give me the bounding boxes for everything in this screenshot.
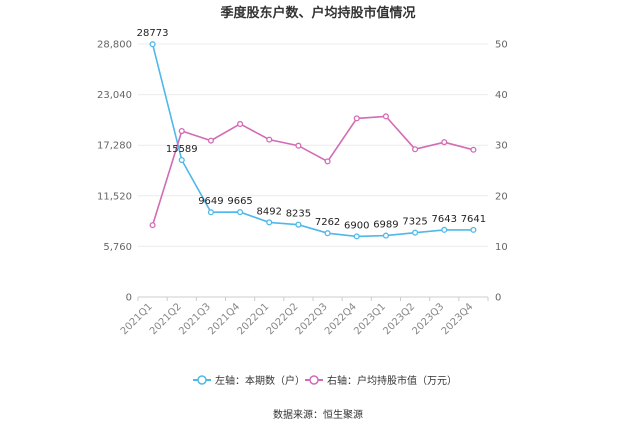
left-tick-label: 28,800 <box>97 40 132 51</box>
data-point[interactable] <box>441 139 448 146</box>
data-point[interactable] <box>149 41 156 48</box>
right-tick-label: 20 <box>495 191 508 202</box>
data-point[interactable] <box>178 157 185 164</box>
data-label: 9665 <box>227 196 252 207</box>
data-point[interactable] <box>353 233 360 240</box>
right-tick-label: 0 <box>495 293 501 304</box>
data-point[interactable] <box>295 142 302 149</box>
legend-marker-left <box>197 375 207 385</box>
data-point[interactable] <box>382 232 389 239</box>
source-note: 数据来源：恒生聚源 <box>273 408 363 421</box>
left-tick-label: 17,280 <box>97 141 132 152</box>
data-point[interactable] <box>266 136 273 143</box>
data-point[interactable] <box>149 222 156 229</box>
data-point[interactable] <box>441 226 448 233</box>
data-label: 6989 <box>373 220 398 231</box>
right-axis-ticks: 0 10 20 30 40 50 <box>495 40 508 304</box>
series-lines <box>151 44 474 238</box>
left-tick-label: 0 <box>126 293 132 304</box>
series-line-left <box>151 44 474 238</box>
legend-marker-right <box>309 375 319 385</box>
data-label: 28773 <box>137 28 169 39</box>
data-point[interactable] <box>353 115 360 122</box>
legend-item-left[interactable]: 左轴：本期数（户） <box>193 374 305 387</box>
legend-label-left: 左轴：本期数（户） <box>215 374 305 387</box>
data-point[interactable] <box>382 113 389 120</box>
data-point[interactable] <box>266 219 273 226</box>
data-label: 8235 <box>286 209 311 220</box>
chart-title: 季度股东户数、户均持股市值情况 <box>219 5 415 21</box>
data-label: 6900 <box>344 220 369 231</box>
data-label: 7641 <box>461 214 486 225</box>
right-tick-label: 10 <box>495 242 508 253</box>
right-tick-label: 40 <box>495 90 508 101</box>
data-point[interactable] <box>324 230 331 237</box>
data-point[interactable] <box>178 127 185 135</box>
data-point[interactable] <box>207 137 214 144</box>
series-points <box>149 41 477 240</box>
data-point[interactable] <box>470 146 477 153</box>
data-labels: 28773 15589 9649 9665 8492 8235 7262 6900 6989 73… <box>137 28 486 231</box>
data-label: 9649 <box>198 196 223 207</box>
legend[interactable]: 左轴：本期数（户） 右轴：户均持股市值（万元） <box>193 374 457 387</box>
data-label: 7262 <box>315 217 340 228</box>
x-tick-label: 2023Q4 <box>440 301 476 337</box>
data-point[interactable] <box>412 146 419 153</box>
left-axis-ticks: 0 5,760 11,520 17,280 23,040 28,800 <box>97 40 132 304</box>
legend-item-right[interactable]: 右轴：户均持股市值（万元） <box>305 374 457 387</box>
series-line-right <box>151 115 474 226</box>
data-point[interactable] <box>324 158 331 165</box>
x-axis-ticks: 2021Q12021Q22021Q32021Q42022Q12022Q22022… <box>119 297 489 337</box>
data-point[interactable] <box>207 209 214 216</box>
data-label: 8492 <box>257 206 282 217</box>
data-point[interactable] <box>412 229 419 236</box>
right-tick-label: 50 <box>495 40 508 51</box>
legend-label-right: 右轴：户均持股市值（万元） <box>327 374 457 387</box>
data-point[interactable] <box>237 209 244 216</box>
data-label: 7325 <box>402 217 427 228</box>
data-point[interactable] <box>295 221 302 228</box>
left-tick-label: 23,040 <box>97 90 132 101</box>
data-label: 7643 <box>432 214 457 225</box>
left-tick-label: 5,760 <box>103 242 132 253</box>
data-label: 15589 <box>166 144 198 155</box>
right-tick-label: 30 <box>495 141 508 152</box>
data-point[interactable] <box>470 226 477 233</box>
left-tick-label: 11,520 <box>97 191 132 202</box>
grid <box>138 43 488 298</box>
data-point[interactable] <box>237 120 244 127</box>
